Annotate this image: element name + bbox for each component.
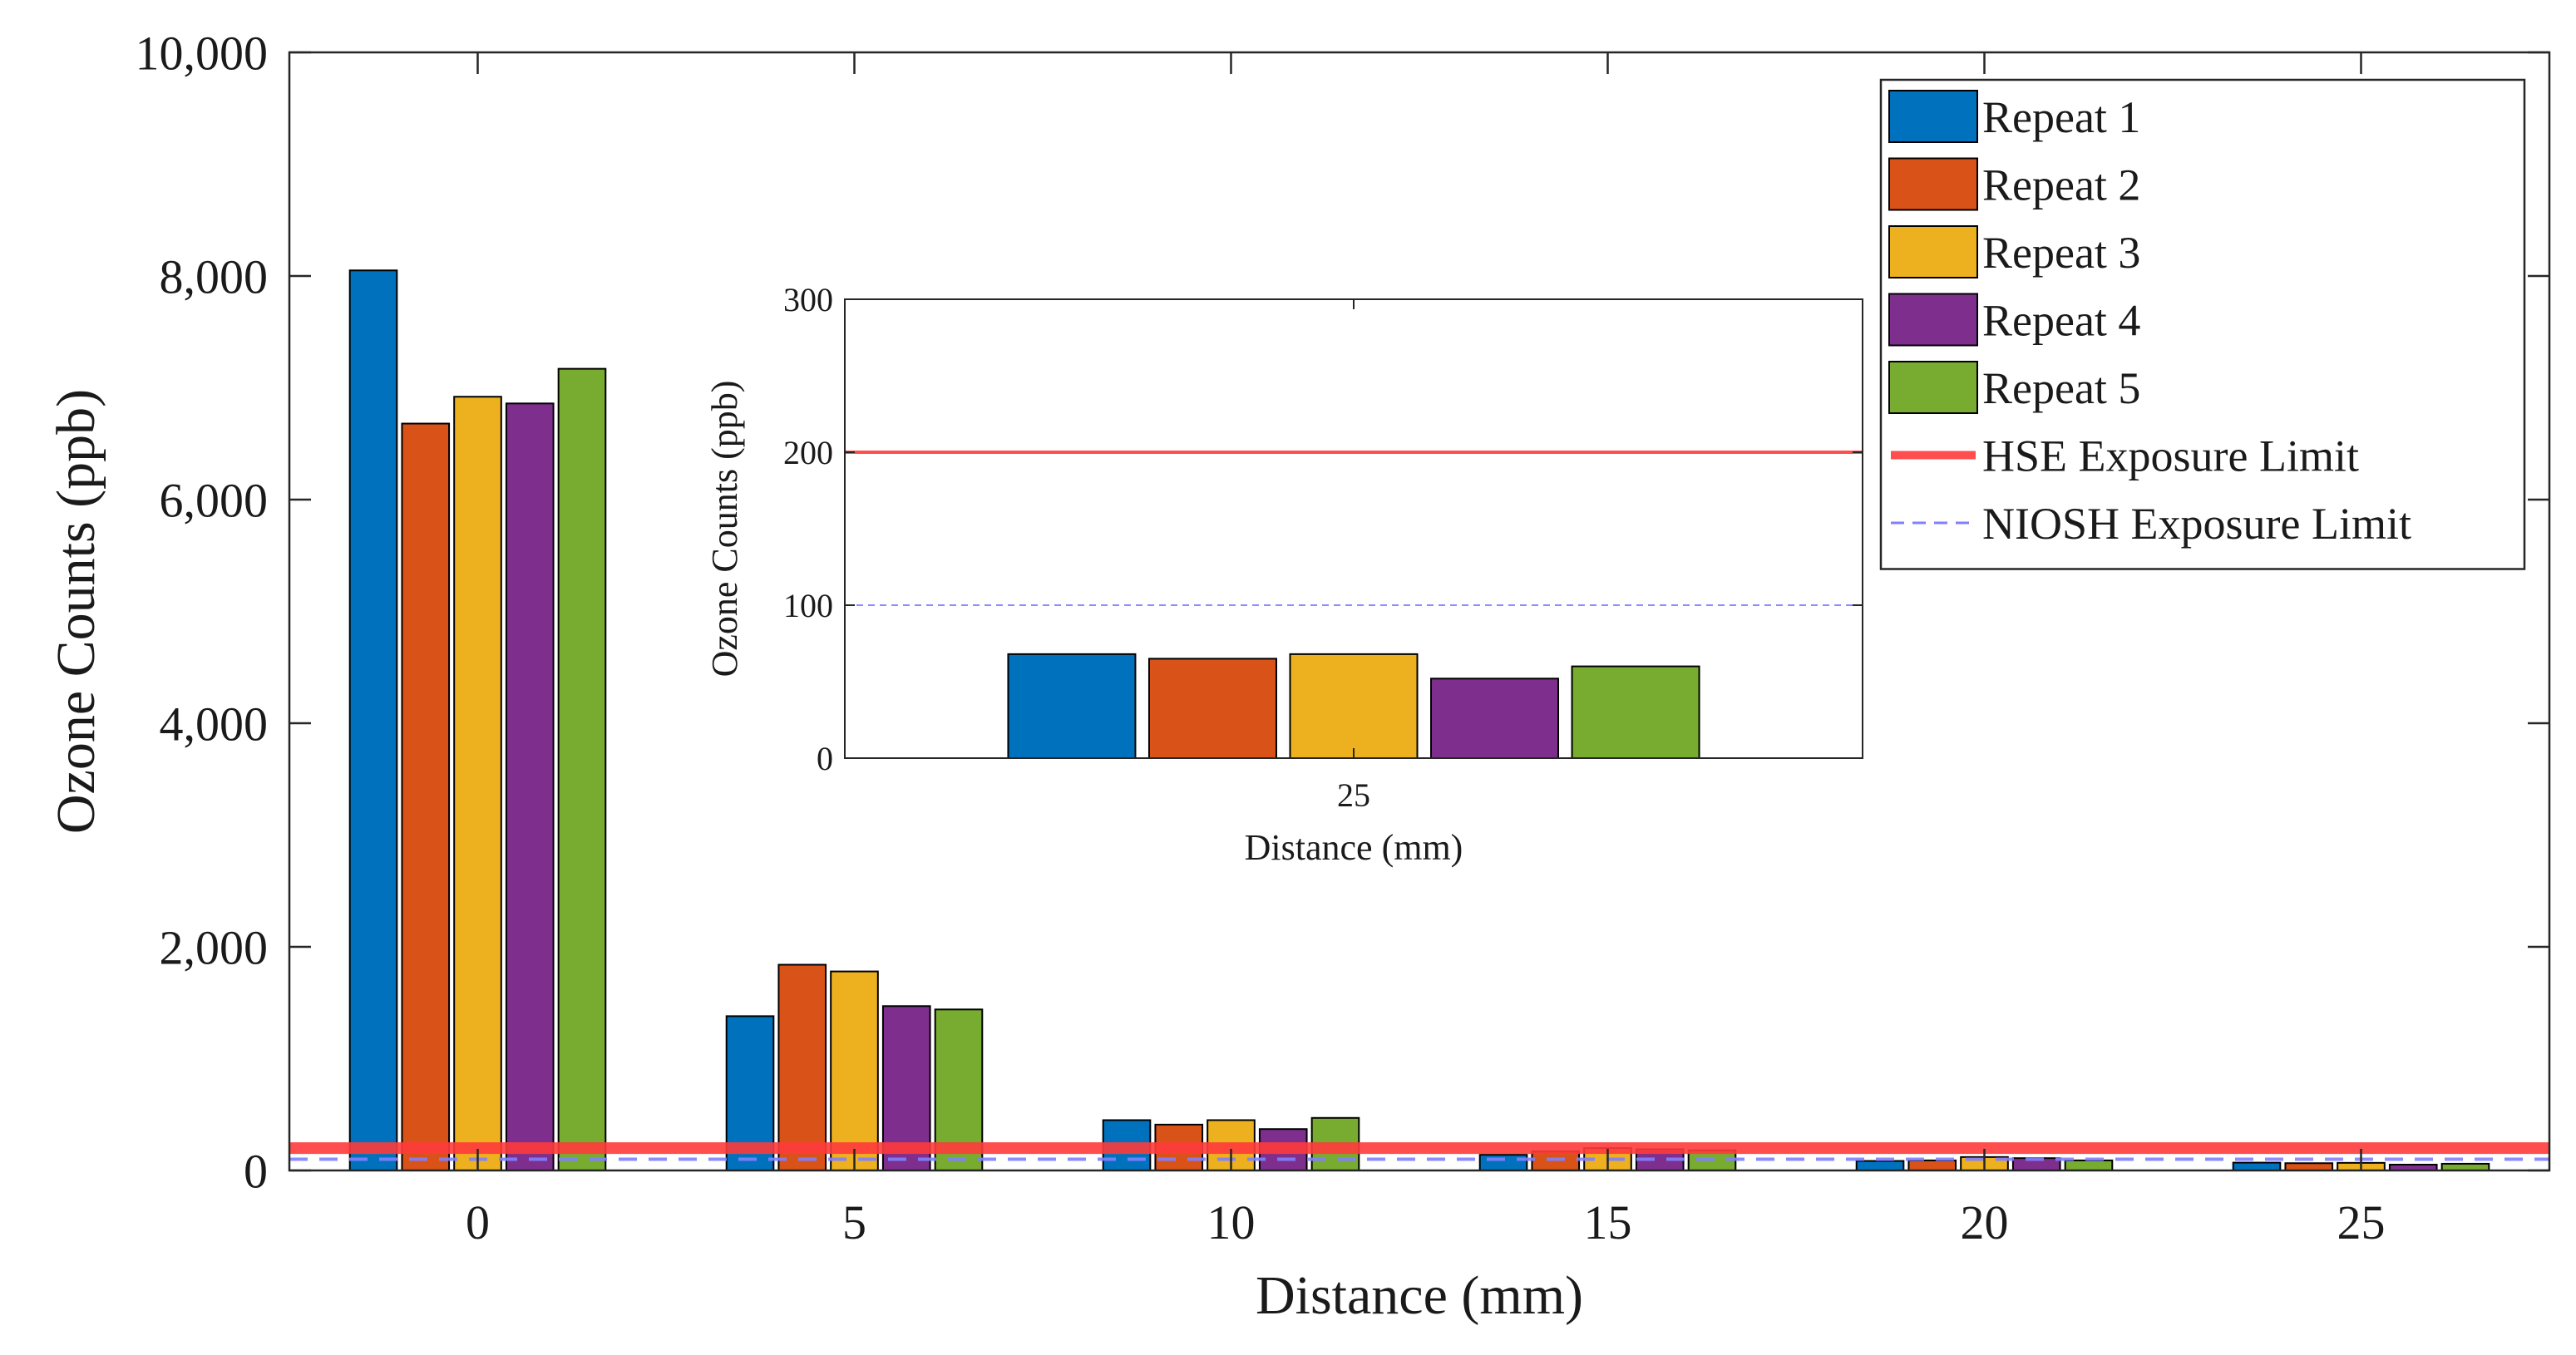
- bar: [453, 396, 502, 1171]
- bar: [401, 422, 451, 1172]
- bar: [830, 970, 879, 1171]
- bar: [2284, 1162, 2334, 1171]
- y-tick-label: 0: [817, 740, 833, 777]
- y-tick-label: 200: [783, 434, 833, 471]
- bar: [1907, 1159, 1957, 1172]
- bar: [777, 963, 827, 1172]
- x-tick-label: 25: [1337, 776, 1370, 814]
- y-tick-label: 300: [783, 281, 833, 318]
- legend-swatch: [1888, 293, 1978, 347]
- y-tick-label: 2,000: [160, 920, 269, 974]
- bar: [1478, 1154, 1528, 1172]
- x-tick-label: 5: [842, 1195, 866, 1249]
- y-axis-label: Ozone Counts (ppb): [704, 381, 745, 678]
- x-tick-label: 15: [1584, 1195, 1632, 1249]
- x-axis-label: Distance (mm): [1245, 827, 1463, 868]
- legend-label: Repeat 2: [1982, 160, 2140, 210]
- bar: [1147, 658, 1277, 760]
- legend-label: Repeat 4: [1982, 296, 2140, 346]
- bar: [1571, 665, 1700, 759]
- x-tick-label: 0: [466, 1195, 490, 1249]
- legend-swatch: [1888, 225, 1978, 278]
- y-tick-label: 6,000: [160, 473, 269, 527]
- y-tick-label: 4,000: [160, 697, 269, 751]
- y-tick-label: 8,000: [160, 249, 269, 303]
- bar: [2232, 1161, 2282, 1171]
- x-tick-label: 25: [2337, 1195, 2386, 1249]
- legend: Repeat 1 Repeat 2 Repeat 3 Repeat 4 Repeat 5…: [1879, 78, 2526, 570]
- axes-box: [288, 51, 2551, 1172]
- y-tick-label: 0: [244, 1144, 268, 1198]
- x-tick-label: 10: [1207, 1195, 1256, 1249]
- legend-box: [1879, 78, 2526, 570]
- y-axis-label: Ozone Counts (ppb): [46, 389, 106, 834]
- legend-label: NIOSH Exposure Limit: [1982, 499, 2411, 549]
- x-axis-label: Distance (mm): [1256, 1265, 1583, 1326]
- legend-label: Repeat 5: [1982, 363, 2140, 413]
- legend-label: HSE Exposure Limit: [1982, 431, 2359, 481]
- bar: [1430, 678, 1560, 760]
- legend-label: Repeat 1: [1982, 92, 2140, 142]
- bar: [1007, 653, 1137, 760]
- legend-swatch: [1888, 361, 1978, 414]
- bar: [2064, 1159, 2114, 1172]
- legend-label: Repeat 3: [1982, 228, 2140, 278]
- bar: [557, 367, 607, 1171]
- y-tick-label: 100: [783, 587, 833, 624]
- bar: [348, 269, 398, 1171]
- bar: [505, 402, 555, 1171]
- inset-plot: 0 100 200 300 25 Distance (mm) Ozone Counts (p…: [704, 281, 1863, 868]
- bar: [1289, 653, 1419, 760]
- x-tick-label: 20: [1961, 1195, 2009, 1249]
- bar: [1531, 1151, 1581, 1172]
- legend-swatch: [1888, 157, 1978, 211]
- legend-swatch: [1888, 90, 1978, 143]
- y-tick-label: 10,000: [136, 26, 269, 80]
- bar: [1855, 1160, 1905, 1172]
